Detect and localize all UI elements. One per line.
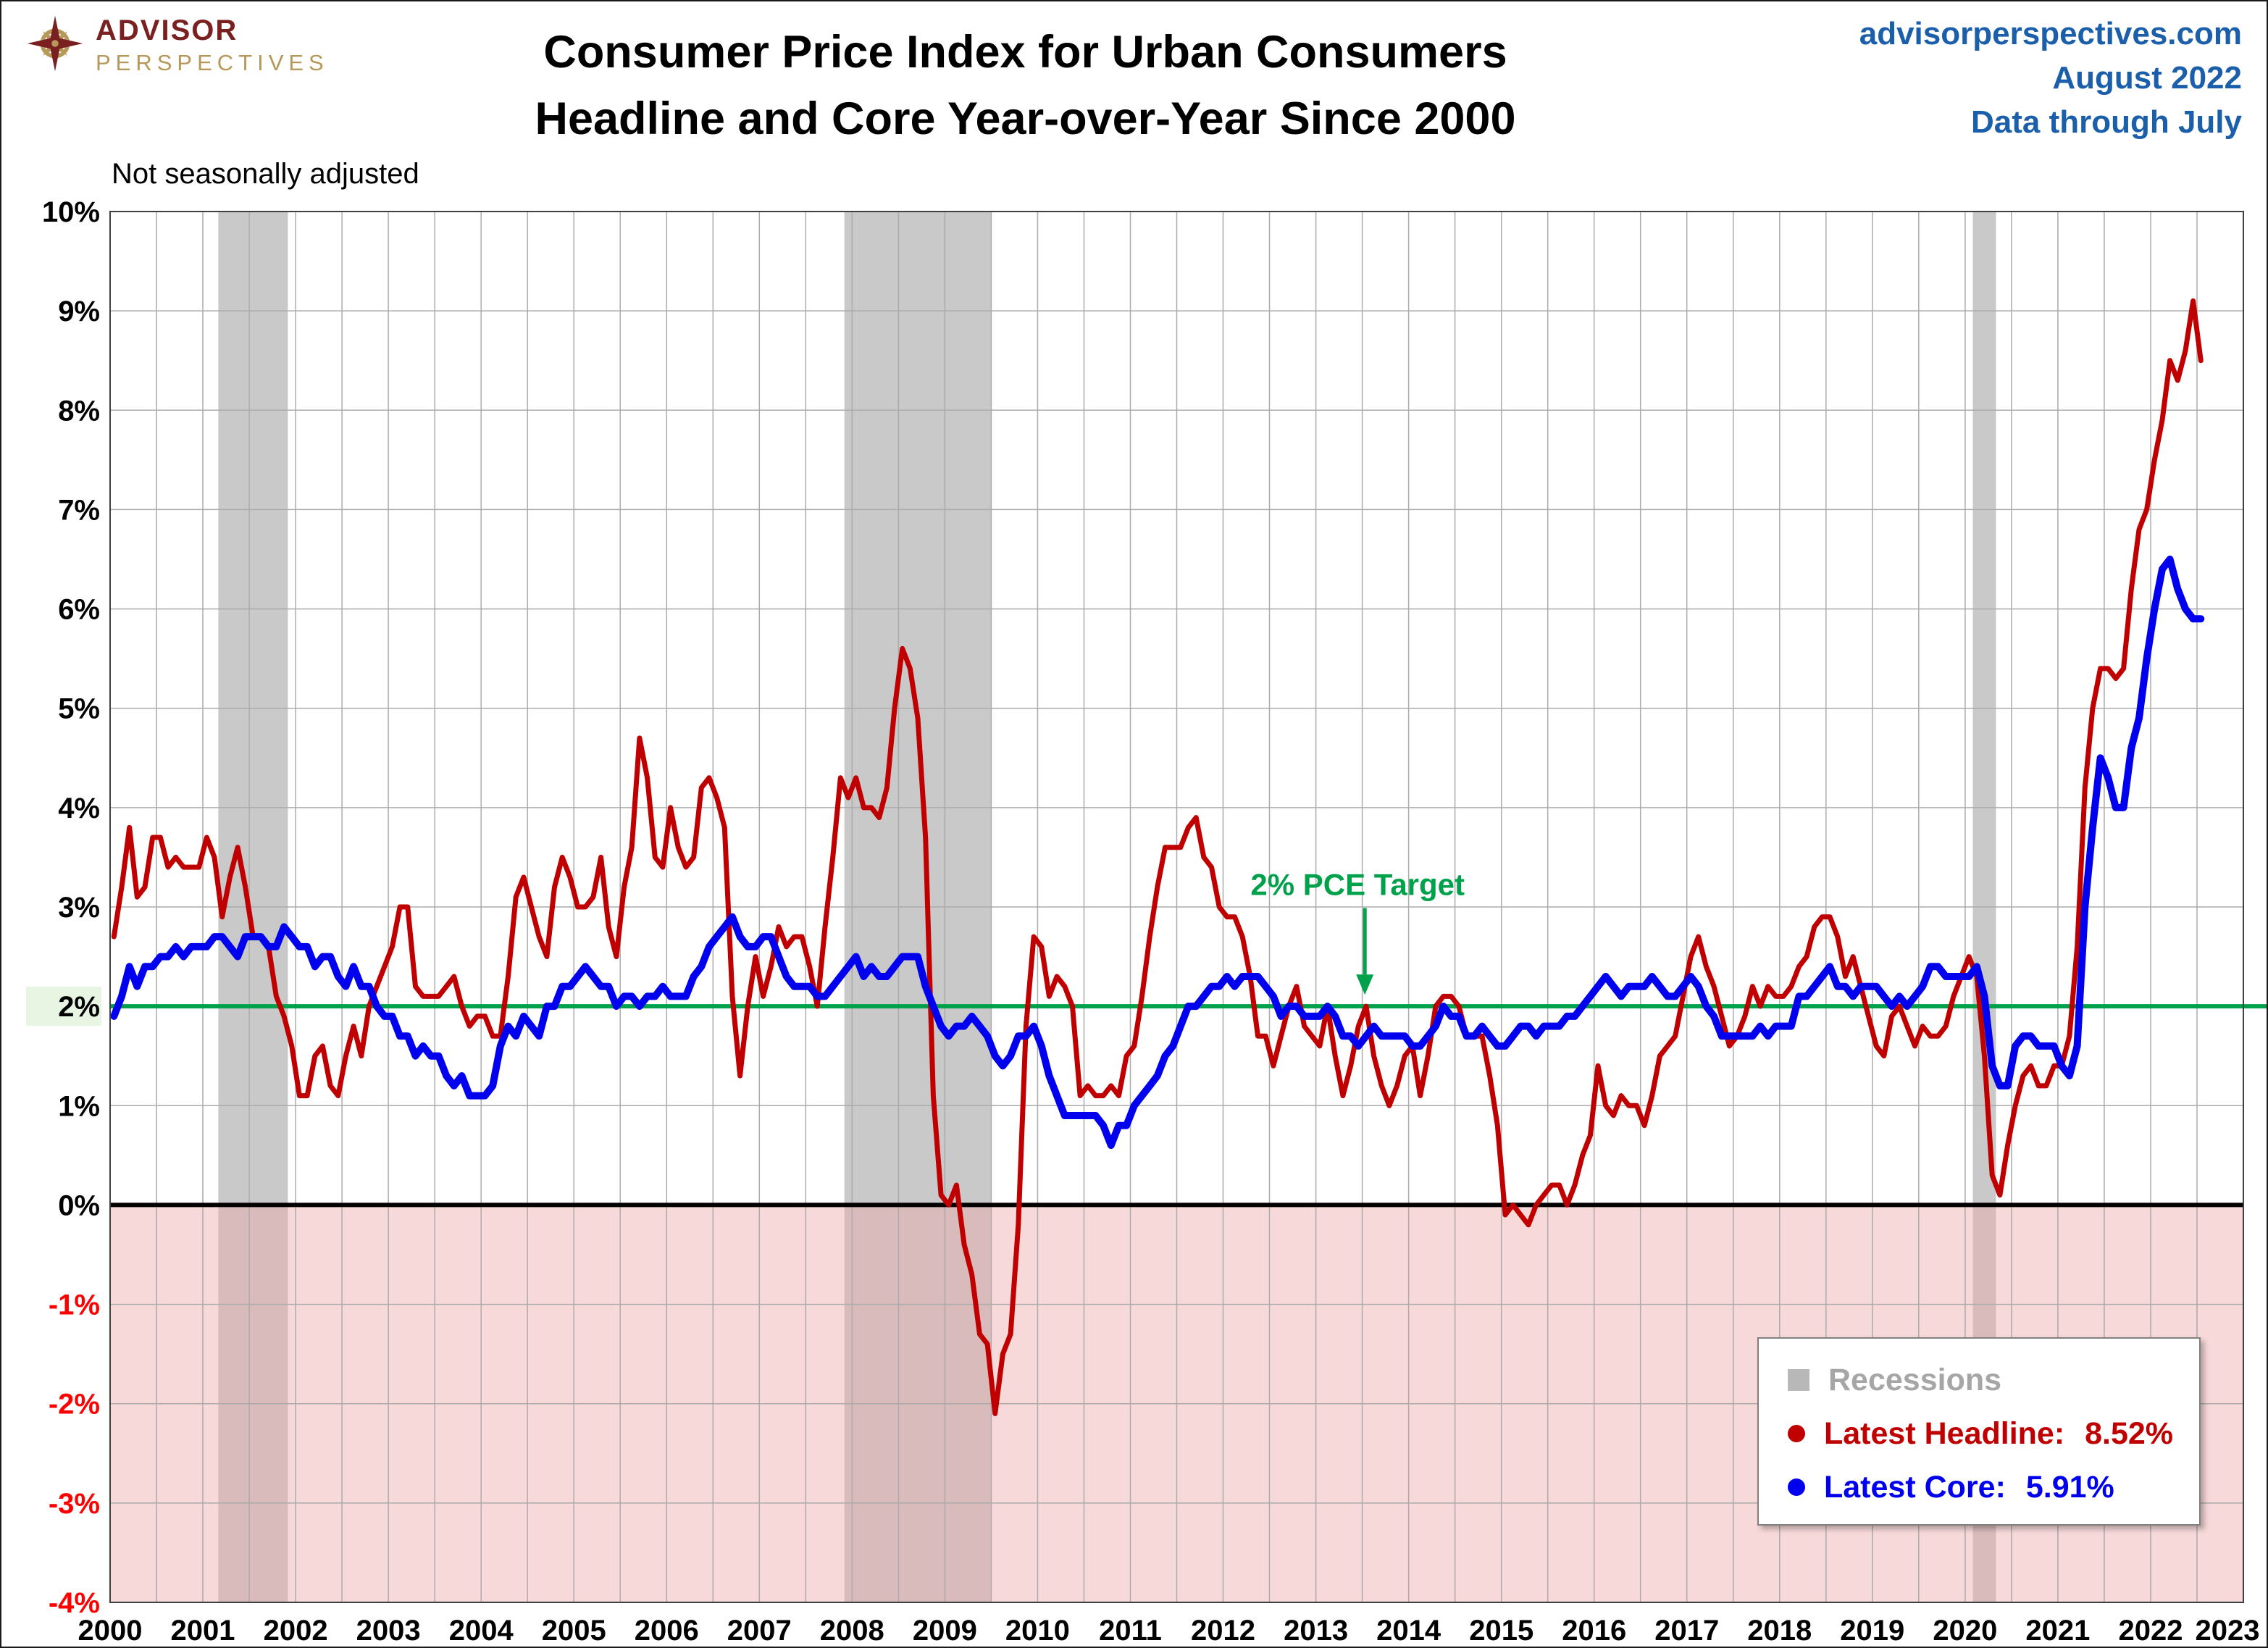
svg-text:4%: 4% — [58, 792, 100, 824]
svg-text:2017: 2017 — [1654, 1615, 1719, 1647]
svg-text:2018: 2018 — [1747, 1615, 1812, 1647]
svg-text:2008: 2008 — [820, 1615, 884, 1647]
svg-text:7%: 7% — [58, 494, 100, 526]
y-axis-labels: 10% 9% 8% 7% 6% 5% 4% 3% 2% 1% 0% -1% -2% -3% -4% — [26, 196, 101, 1619]
core-series — [110, 556, 2205, 1150]
core-label-text: Latest Core: — [1824, 1469, 2014, 1505]
svg-text:2005: 2005 — [542, 1615, 606, 1647]
svg-text:6%: 6% — [58, 594, 100, 626]
svg-text:3%: 3% — [58, 892, 100, 924]
svg-text:-4%: -4% — [49, 1587, 100, 1619]
svg-text:-3%: -3% — [49, 1488, 100, 1520]
svg-text:2020: 2020 — [1933, 1615, 1997, 1647]
svg-text:2021: 2021 — [2025, 1615, 2090, 1647]
legend: Recessions Latest Headline: 8.52% Latest… — [1757, 1337, 2201, 1526]
headline-marker — [1788, 1425, 1805, 1442]
x-axis-labels: 2000 2001 2002 2003 2004 2005 2006 2007 2008 2009… — [78, 1615, 2260, 1647]
svg-text:2011: 2011 — [1099, 1615, 1162, 1647]
legend-row-core: Latest Core: 5.91% — [1788, 1460, 2199, 1514]
pce-target-arrow — [1356, 908, 1374, 995]
svg-text:2013: 2013 — [1284, 1615, 1348, 1647]
plot-svg: 2% PCE Target 10% 9% 8% 7% 6% 5% 4% 3% 2% 1% 0% -1% -… — [26, 196, 2267, 1647]
title-line-1: Consumer Price Index for Urban Consumers — [543, 27, 1507, 78]
pce-target-label: 2% PCE Target — [1250, 868, 1465, 902]
svg-text:2012: 2012 — [1191, 1615, 1255, 1647]
svg-text:2001: 2001 — [171, 1615, 235, 1647]
svg-text:5%: 5% — [58, 693, 100, 725]
svg-text:2007: 2007 — [727, 1615, 792, 1647]
svg-text:2%: 2% — [58, 991, 100, 1023]
svg-text:2002: 2002 — [264, 1615, 328, 1647]
logo-text: ADVISOR PERSPECTIVES — [96, 14, 329, 76]
core-label: Latest Core: 5.91% — [1824, 1470, 2114, 1505]
svg-text:2014: 2014 — [1376, 1615, 1441, 1647]
svg-text:1%: 1% — [58, 1090, 100, 1122]
headline-value: 8.52% — [2085, 1415, 2174, 1451]
svg-text:2023: 2023 — [2196, 1615, 2260, 1647]
compass-rose-icon — [27, 15, 83, 72]
svg-text:8%: 8% — [58, 395, 100, 427]
plot-border — [109, 211, 2244, 1603]
page-title: Consumer Price Index for Urban Consumers… — [291, 19, 1759, 152]
source-info: advisorperspectives.com August 2022 Data… — [1859, 12, 2242, 144]
svg-text:2009: 2009 — [913, 1615, 977, 1647]
svg-text:10%: 10% — [42, 196, 100, 228]
subtitle-note: Not seasonally adjusted — [112, 158, 419, 190]
core-marker — [1788, 1478, 1805, 1496]
svg-text:-2%: -2% — [49, 1389, 100, 1421]
svg-text:-1%: -1% — [49, 1289, 100, 1321]
recessions-label: Recessions — [1828, 1362, 2002, 1397]
legend-row-recessions: Recessions — [1788, 1353, 2199, 1407]
legend-row-headline: Latest Headline: 8.52% — [1788, 1407, 2199, 1460]
svg-text:0%: 0% — [58, 1189, 100, 1221]
svg-text:2004: 2004 — [449, 1615, 514, 1647]
title-line-2: Headline and Core Year-over-Year Since 2… — [535, 93, 1516, 144]
data-through: Data through July — [1970, 104, 2242, 140]
logo-advisor: ADVISOR — [96, 14, 238, 46]
svg-text:2003: 2003 — [356, 1615, 421, 1647]
logo-perspectives: PERSPECTIVES — [96, 50, 329, 75]
svg-text:2019: 2019 — [1840, 1615, 1904, 1647]
svg-text:2015: 2015 — [1469, 1615, 1533, 1647]
svg-text:2010: 2010 — [1005, 1615, 1070, 1647]
svg-text:9%: 9% — [58, 296, 100, 327]
site-url: advisorperspectives.com — [1859, 16, 2242, 51]
svg-text:2000: 2000 — [78, 1615, 143, 1647]
svg-text:2022: 2022 — [2119, 1615, 2183, 1647]
recession-swatch — [1788, 1369, 1809, 1391]
advisor-perspectives-logo: ADVISOR PERSPECTIVES — [26, 14, 329, 76]
publish-date: August 2022 — [2052, 60, 2242, 96]
headline-label: Latest Headline: 8.52% — [1824, 1416, 2173, 1452]
svg-text:2006: 2006 — [635, 1615, 699, 1647]
headline-series — [111, 298, 2204, 1416]
core-value: 5.91% — [2025, 1469, 2114, 1505]
svg-text:2016: 2016 — [1562, 1615, 1626, 1647]
headline-label-text: Latest Headline: — [1824, 1415, 2074, 1451]
